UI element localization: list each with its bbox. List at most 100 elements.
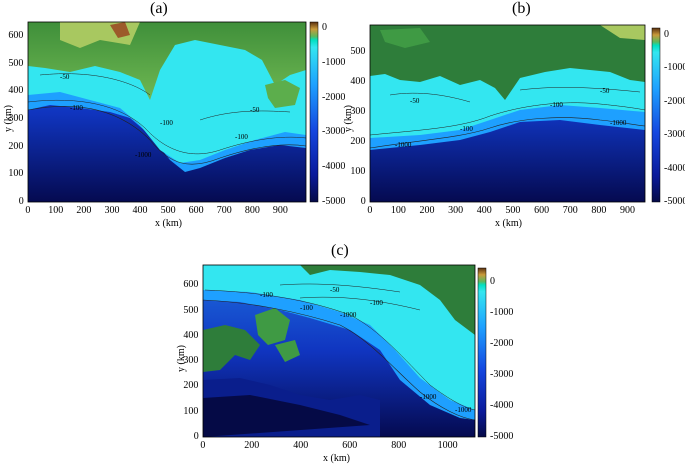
panel-c-contour-label: -100 [370,299,383,307]
panel-a-label: (a) [150,0,168,17]
panel-a-colorbar-tick: -2000 [322,91,346,103]
panel-c-x-tick: 1000 [437,440,458,451]
panel-b-x-tick: 800 [591,205,607,216]
panel-b-contour-label: -1000 [610,119,627,127]
panel-c-y-tick: 0 [193,431,199,442]
panel-c-y-tick: 500 [183,304,199,316]
panel-b-contour-100 [369,102,646,136]
panel-c-peninsula [203,325,260,372]
panel-b-y-title: y (km) [343,105,354,132]
panel-a-x-tick: 700 [216,205,232,216]
panel-a-colorbar-tick: 0 [322,22,327,33]
panel-c-contour-100 [204,289,476,411]
panel-c-contour-label: -100 [300,304,313,312]
panel-a-contour-100 [27,99,307,155]
panel-b-y-tick: 100 [350,166,366,177]
panel-c-colorbar [477,267,487,438]
panel-c-x-tick: 200 [244,440,260,451]
panel-c-contour-50 [279,283,421,311]
panel-c-y-tick: 100 [183,405,199,417]
panel-b-y-tick: 0 [360,196,366,207]
panel-c-contour-label: -1000 [455,406,472,414]
panel-a-colorbar-tick: -4000 [322,161,346,173]
panel-c-colorbar-tick: -3000 [490,369,514,380]
panel-a-mountain [110,22,130,38]
panel-b-contour-label: -100 [460,125,473,133]
panel-b-y-tick: 300 [350,106,366,117]
panel-c-contour-label: -50 [330,286,340,294]
panel-a-x-tick: 100 [48,205,64,216]
panel-a-colorbar-tick: -5000 [322,196,346,207]
panel-b-x-tick: 300 [448,205,464,216]
panel-a-x-tick: 400 [132,205,148,216]
panel-c-colorbar-tick: -1000 [490,307,514,318]
panel-b-colorbar [651,27,661,203]
panel-a-y-title: y (km) [3,105,14,132]
panel-a-y-tick: 100 [8,168,24,180]
panel-c-contour-label: -100 [260,291,273,299]
panel-c-label: (c) [331,242,349,259]
panel-b-coastal-plain [380,28,430,48]
panel-a-y-tick: 500 [8,57,24,69]
panel-c-contour-1000 [202,299,476,421]
panel-c-frame [202,264,476,438]
panel-c-contour-label: -1000 [340,311,357,319]
panel-c-shelf [203,265,475,410]
panel-a-colorbar-tick: -3000 [322,126,346,138]
panel-a-x-title: x (km) [155,218,182,229]
panel-c-colorbar-tick: -5000 [490,431,514,442]
panel-b-x-title: x (km) [495,218,522,229]
panel-a-x-tick: 200 [76,205,92,216]
panel-b-colorbar-tick: -4000 [664,162,685,174]
panel-c-y-tick: 300 [183,355,199,367]
panel-a-contour-label: -1000 [135,151,152,159]
panel-a-contour-label: -50 [60,73,70,81]
panel-a-contour-label: -100 [70,104,83,112]
panel-b-x-tick: 200 [419,205,435,216]
panel-c-x-title: x (km) [323,453,350,464]
panel-a-map [27,21,307,203]
panel-a-contour-label: -100 [235,133,248,141]
panel-b-x-tick: 0 [367,205,373,216]
panel-b-x-tick: 900 [620,205,635,216]
panel-a-x-tick: 0 [25,205,31,216]
panel-a-frame [27,21,307,203]
panel-b-colorbar-tick: -1000 [664,62,685,74]
panel-b-contour-label: -1000 [395,141,412,149]
panel-a-colorbar [309,21,319,203]
panel-c-colorbar-tick: -4000 [490,400,514,411]
panel-b-map [369,24,646,203]
panel-b-x-tick: 100 [390,205,406,216]
panel-a-x-tick: 500 [160,205,176,216]
panel-b-highland [600,25,645,40]
panel-b-contour-label: -50 [600,87,610,95]
panel-a-x-tick: 900 [272,205,288,216]
panel-a-y-tick: 600 [8,29,24,41]
panel-c-contour-label: -1000 [420,393,437,401]
panel-b-x-tick: 600 [534,205,550,216]
panel-b-contour-label: -100 [550,101,563,109]
panel-c-colorbar-tick: -2000 [490,338,514,349]
panel-a-contour-label: -50 [250,106,260,114]
panel-b-land [370,25,645,100]
panel-b-colorbar-tick: -2000 [664,95,685,107]
panel-b-colorbar-tick: -5000 [664,196,685,207]
panel-a-y-tick: 300 [8,112,24,124]
panel-b-y-tick: 400 [350,76,366,87]
panel-b-contour-50 [389,87,641,103]
panel-a-contour-label: -100 [160,119,173,127]
panel-a-contour-50 [39,73,291,121]
panel-b-x-tick: 700 [562,205,578,216]
panel-c-y-tick: 200 [183,380,199,392]
panel-c-x-tick: 800 [391,440,407,451]
panel-b-x-tick: 400 [476,205,492,216]
panel-b-colorbar-tick: 0 [664,29,669,40]
panel-b-colorbar-tick: -3000 [664,129,685,141]
panel-b-frame [369,24,646,203]
panel-a-contour-1000 [27,105,307,165]
panel-c-y-tick: 400 [183,329,199,341]
panel-c-x-tick: 600 [342,440,358,451]
panel-c-basin [203,395,370,437]
panel-c-island-1 [255,308,290,345]
